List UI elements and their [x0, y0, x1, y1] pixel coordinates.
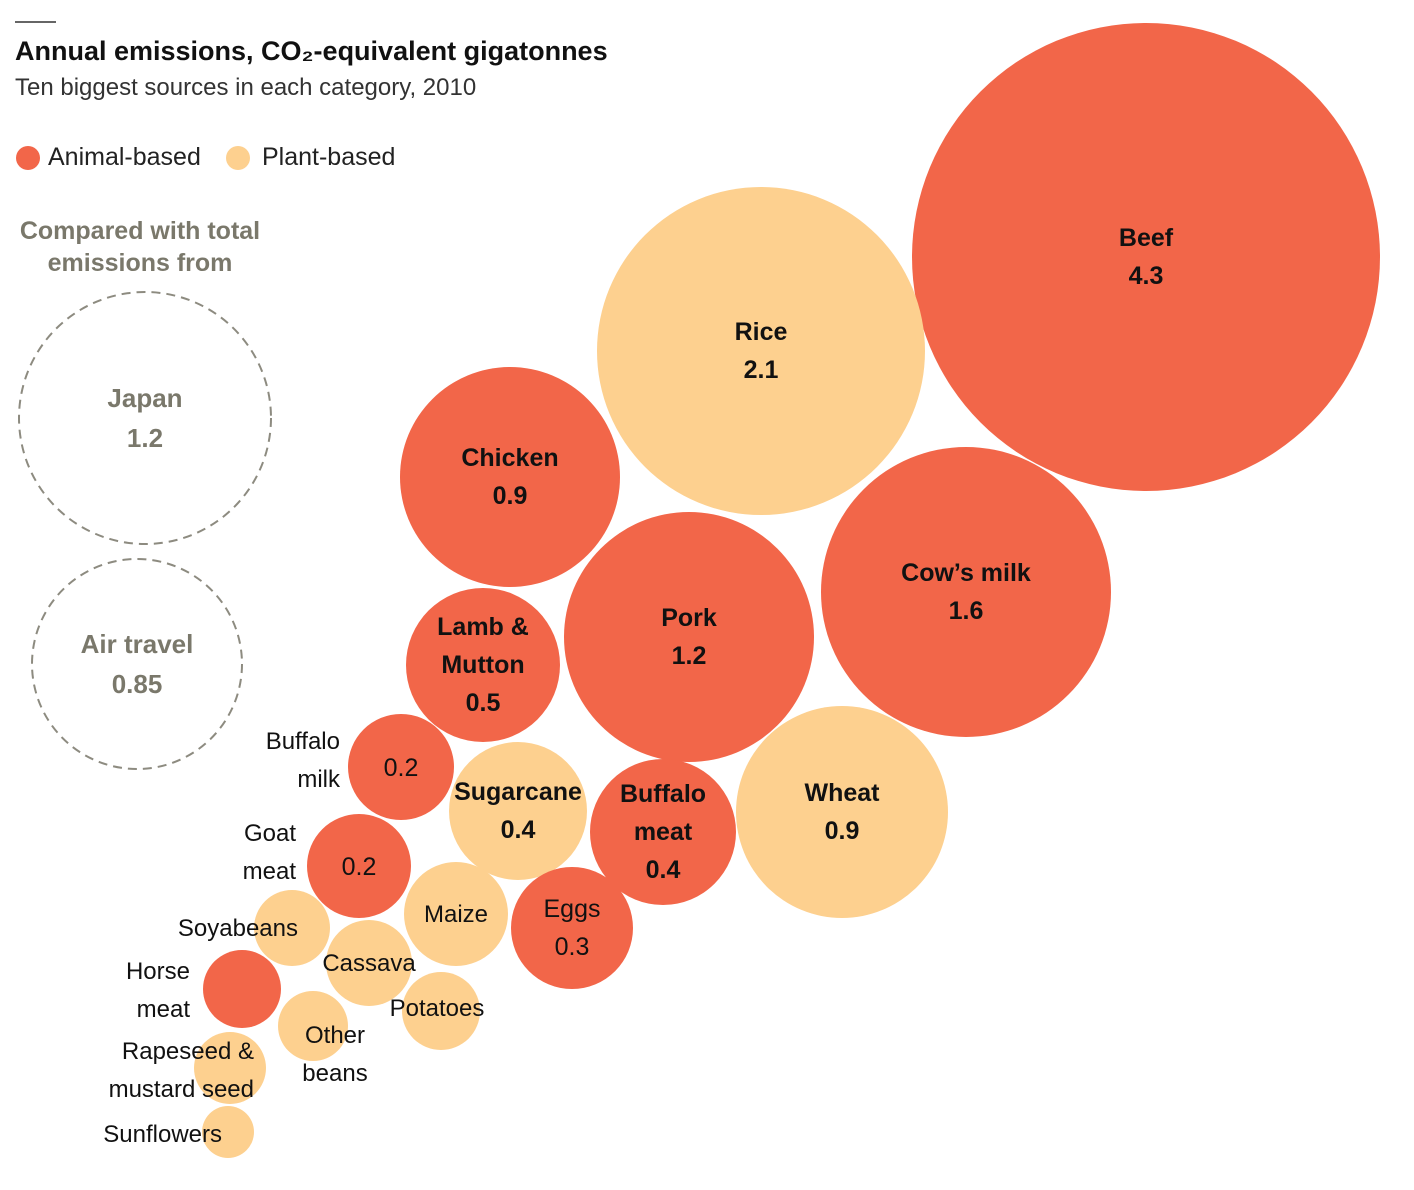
bubble-name-pork: Pork: [661, 604, 717, 632]
bubble-wheat: [736, 706, 948, 918]
reference-circle-air-travel: [31, 558, 243, 770]
legend-label-animal: Animal-based: [48, 143, 201, 171]
reference-label-air-travel: Air travel: [81, 629, 194, 659]
bubble-name-wheat: Wheat: [805, 779, 881, 807]
bubble-goat-meat: [307, 814, 411, 918]
bubble-buffalo-meat: [590, 759, 736, 905]
bubble-name-horse-meat: meat: [137, 996, 191, 1023]
bubble-cassava: [326, 920, 412, 1006]
bubble-beef: [912, 23, 1380, 491]
bubble-value-beef: 4.3: [1129, 262, 1164, 290]
bubble-name-maize: Maize: [424, 901, 488, 928]
bubble-name-horse-meat: Horse: [126, 958, 190, 985]
bubble-name-other-beans: Other: [305, 1022, 365, 1049]
bubble-value-pork: 1.2: [672, 642, 707, 670]
bubble-value-buffalo-meat: 0.4: [646, 856, 681, 884]
bubble-value-rice: 2.1: [744, 356, 779, 384]
bubble-chicken: [400, 367, 620, 587]
reference-label-japan: Japan: [107, 383, 182, 413]
bubble-sugarcane: [449, 742, 587, 880]
comparison-heading-line-1: Compared with total: [20, 217, 260, 245]
bubble-name-buffalo-meat: Buffalo: [620, 780, 706, 808]
bubble-cow-s-milk: [821, 447, 1111, 737]
bubble-name-lamb-mutton: Mutton: [441, 651, 524, 679]
bubble-name-buffalo-milk: Buffalo: [266, 728, 340, 755]
legend-label-plant: Plant-based: [262, 143, 395, 171]
bubble-name-rapeseed-mustard-seed: Rapeseed &: [122, 1038, 254, 1065]
bubble-horse-meat: [203, 950, 281, 1028]
bubble-value-eggs: 0.3: [555, 933, 590, 961]
bubble-potatoes: [402, 972, 480, 1050]
bubble-value-sugarcane: 0.4: [501, 816, 536, 844]
bubble-name-beef: Beef: [1119, 224, 1174, 252]
bubble-rapeseed-mustard-seed: [194, 1032, 266, 1104]
bubble-name-goat-meat: Goat: [244, 820, 296, 847]
bubble-value-lamb-mutton: 0.5: [466, 689, 501, 717]
bubble-name-sugarcane: Sugarcane: [454, 778, 582, 806]
bubble-name-eggs: Eggs: [544, 895, 601, 923]
legend: Animal-based Plant-based: [16, 143, 395, 171]
bubble-name-cow-s-milk: Cow’s milk: [901, 559, 1031, 587]
bubble-buffalo-milk: [348, 714, 454, 820]
bubble-name-lamb-mutton: Lamb &: [437, 613, 529, 641]
bubbles-layer: [18, 23, 1380, 1158]
bubble-sunflowers: [202, 1106, 254, 1158]
chart-subtitle: Ten biggest sources in each category, 20…: [15, 74, 476, 101]
bubble-other-beans: [278, 991, 348, 1061]
bubble-name-chicken: Chicken: [461, 444, 558, 472]
bubble-name-sunflowers: Sunflowers: [103, 1121, 222, 1148]
bubble-name-soyabeans: Soyabeans: [178, 915, 298, 942]
bubble-name-potatoes: Potatoes: [390, 995, 485, 1022]
chart-title: Annual emissions, CO₂-equivalent gigaton…: [15, 36, 608, 66]
bubble-maize: [404, 862, 508, 966]
bubble-name-goat-meat: meat: [243, 858, 297, 885]
labels-layer: Japan 1.2 Air travel 0.85 Beef 4.3 Rice 2.1 Cow’…: [81, 224, 1174, 1148]
bubble-name-rapeseed-mustard-seed: mustard seed: [109, 1076, 254, 1103]
bubble-name-buffalo-meat: meat: [634, 818, 693, 846]
bubble-eggs: [511, 867, 633, 989]
bubble-lamb-mutton: [406, 588, 560, 742]
bubble-value-goat-meat: 0.2: [342, 853, 377, 881]
bubble-name-other-beans: beans: [302, 1060, 367, 1087]
bubble-soyabeans: [254, 890, 330, 966]
bubble-name-cassava: Cassava: [322, 950, 416, 977]
bubble-value-wheat: 0.9: [825, 817, 860, 845]
bubble-pork: [564, 512, 814, 762]
bubble-rice: [597, 187, 925, 515]
reference-circle-japan: [18, 291, 272, 545]
bubble-value-cow-s-milk: 1.6: [949, 597, 984, 625]
comparison-heading-line-2: emissions from: [48, 249, 233, 277]
bubble-name-rice: Rice: [735, 318, 788, 346]
reference-value-air-travel: 0.85: [112, 669, 163, 699]
legend-swatch-animal: [16, 146, 40, 170]
reference-value-japan: 1.2: [127, 423, 163, 453]
legend-swatch-plant: [226, 146, 250, 170]
bubble-value-chicken: 0.9: [493, 482, 528, 510]
bubble-name-buffalo-milk: milk: [297, 766, 341, 793]
bubble-value-buffalo-milk: 0.2: [384, 754, 419, 782]
